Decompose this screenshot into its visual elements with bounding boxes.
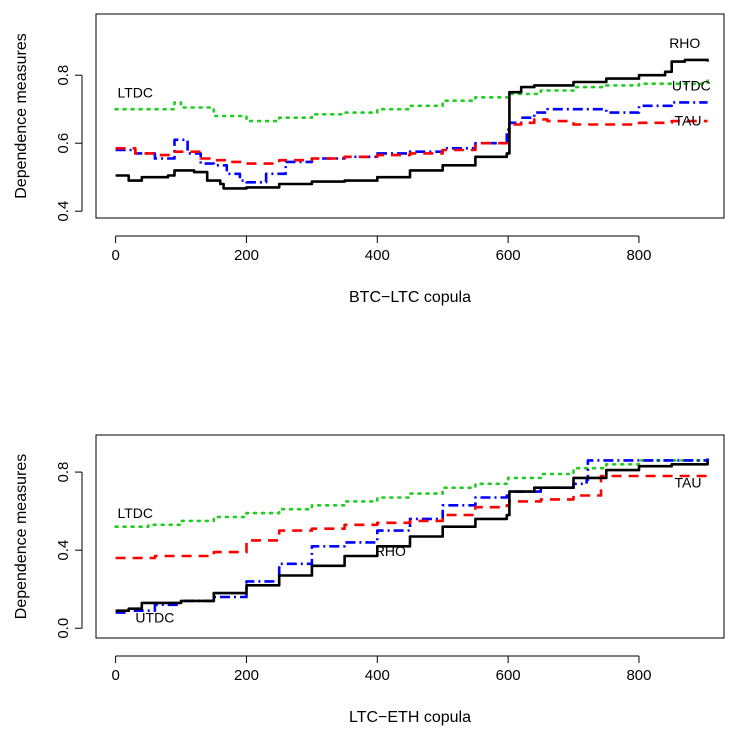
x-tick-label: 800 xyxy=(626,667,651,684)
series-line-rho xyxy=(115,58,709,190)
y-tick-label: 0.8 xyxy=(55,462,72,483)
x-tick-label: 600 xyxy=(496,667,521,684)
x-tick-label: 200 xyxy=(234,667,259,684)
series-annotation-utdc: UTDC xyxy=(672,78,711,94)
series-line-ltdc xyxy=(114,79,709,123)
y-axis-title: Dependence measures xyxy=(13,33,30,198)
x-tick-label: 0 xyxy=(111,667,119,684)
x-tick-label: 400 xyxy=(365,247,390,264)
plot-frame xyxy=(95,434,725,639)
x-axis-title: BTC−LTC copula xyxy=(349,289,471,306)
series-line-tau xyxy=(115,118,708,165)
y-tick-label: 0.0 xyxy=(55,618,72,639)
y-tick-label: 0.4 xyxy=(55,540,72,561)
series-annotation-ltdc: LTDC xyxy=(117,84,153,100)
plot-frame xyxy=(95,13,725,219)
series-annotation-utdc: UTDC xyxy=(135,609,174,625)
series-line-tau xyxy=(115,474,708,560)
x-tick-label: 800 xyxy=(626,247,651,264)
x-tick-label: 200 xyxy=(234,247,259,264)
series-line-ltdc xyxy=(114,457,709,528)
series-annotation-tau: TAU xyxy=(675,113,702,129)
y-tick-label: 0.8 xyxy=(55,65,72,86)
series-group xyxy=(114,58,709,190)
x-axis-title: LTC−ETH copula xyxy=(349,709,471,726)
chart-panel-1: 0 200 400 600 800 0.4 0.6 0.8 BTC−LTC copula Depe… xyxy=(13,13,725,306)
series-group xyxy=(114,457,709,614)
series-line-rho xyxy=(115,460,709,612)
y-tick-label: 0.4 xyxy=(55,201,72,222)
y-tick-label: 0.6 xyxy=(55,133,72,154)
series-annotation-tau: TAU xyxy=(675,475,702,491)
series-annotation-rho: RHO xyxy=(375,543,406,559)
series-annotation-ltdc: LTDC xyxy=(117,505,153,521)
x-tick-label: 400 xyxy=(365,667,390,684)
x-tick-label: 0 xyxy=(111,247,119,264)
chart-panel-2: 0 200 400 600 800 0.0 0.4 0.8 LTC−ETH copula Depe… xyxy=(13,434,725,726)
y-axis-title: Dependence measures xyxy=(13,454,30,619)
x-tick-label: 600 xyxy=(496,247,521,264)
series-annotation-rho: RHO xyxy=(669,35,700,51)
